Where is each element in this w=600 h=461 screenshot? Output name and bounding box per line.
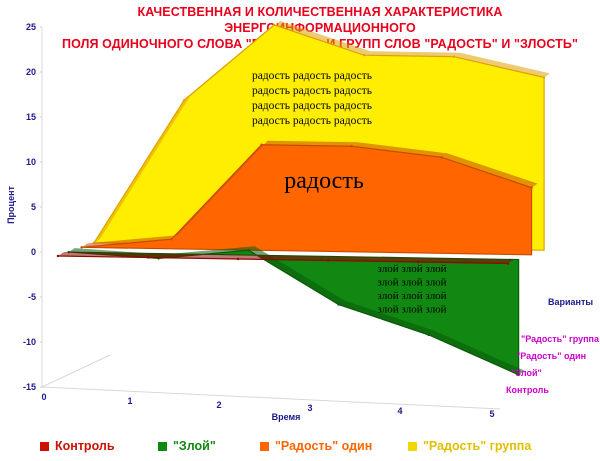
tick-labels: 25 20 15 10 5 0 -5 -10 -15 0 1 2 3 4 5 Контроль "Злой" "Р… <box>23 22 600 419</box>
series-area-1 <box>68 249 520 376</box>
y-tick-label: 25 <box>26 22 36 32</box>
legend-swatch-control <box>40 441 49 451</box>
x-tick-label: 5 <box>489 409 494 419</box>
x-axis-label: Время <box>272 412 301 422</box>
evil-annotation-line: злой злой злой <box>377 304 446 316</box>
legend-item-control[interactable]: Контроль <box>40 437 115 455</box>
annotations: радость радость радость радость радость р… <box>252 70 447 316</box>
series-axis-label: Контроль <box>506 385 549 395</box>
legend-label: Контроль <box>55 439 115 453</box>
joy-group-annotation-line: радость радость радость <box>252 70 372 82</box>
x-tick-label: 0 <box>41 392 46 402</box>
joy-group-annotation-line: радость радость радость <box>252 85 372 97</box>
legend-label: "Радость" группа <box>423 439 532 453</box>
y-tick-label: 10 <box>26 157 36 167</box>
y-tick-label: 5 <box>31 202 36 212</box>
floor-side-edge <box>41 354 111 388</box>
series-axis-label: "Радость" группа <box>521 334 600 344</box>
legend-item-evil[interactable]: "Злой" <box>158 437 216 455</box>
joy-group-annotation-line: радость радость радость <box>252 100 372 112</box>
evil-annotation-line: злой злой злой <box>377 277 446 289</box>
legend-item-joy-group[interactable]: "Радость" группа <box>408 437 531 455</box>
legend-label: "Радость" один <box>275 439 373 453</box>
series-axis-label: "Радость" один <box>516 351 586 361</box>
evil-annotation-line: злой злой злой <box>377 263 446 275</box>
joy-group-annotation-line: радость радость радость <box>252 115 372 127</box>
title-line-1: КАЧЕСТВЕННАЯ И КОЛИЧЕСТВЕННАЯ ХАРАКТЕРИС… <box>137 5 503 35</box>
evil-annotation-line: злой злой злой <box>377 290 446 302</box>
x-tick-label: 2 <box>216 400 221 410</box>
joy-single-annotation: радость <box>284 168 364 194</box>
y-tick-label: 0 <box>31 247 36 257</box>
x-tick-label: 1 <box>127 396 132 406</box>
legend-item-joy-single[interactable]: "Радость" один <box>260 437 372 455</box>
gridlines <box>40 26 501 410</box>
y-tick-label: -10 <box>23 337 36 347</box>
series-layer <box>56 20 551 376</box>
series-top-edge-1 <box>68 246 525 375</box>
y-tick-label: 20 <box>26 67 36 77</box>
series-top-edge-0 <box>58 252 514 264</box>
legend-swatch-joy-group <box>408 441 417 451</box>
y-tick-label: -5 <box>28 292 36 302</box>
z-axis-label: Варианты <box>548 297 593 307</box>
legend-swatch-evil <box>158 441 167 451</box>
legend-swatch-joy-single <box>260 441 269 451</box>
x-tick-label: 4 <box>397 406 402 416</box>
legend: Контроль "Злой" "Радость" один "Радость"… <box>0 437 600 457</box>
legend-label: "Злой" <box>173 439 216 453</box>
y-tick-label: -15 <box>23 382 36 392</box>
y-axis-label: Процент <box>6 185 16 223</box>
series-axis-label: "Злой" <box>511 368 542 378</box>
x-tick-label: 3 <box>307 403 312 413</box>
y-tick-label: 15 <box>26 112 36 122</box>
floor-front-edge <box>41 386 501 410</box>
